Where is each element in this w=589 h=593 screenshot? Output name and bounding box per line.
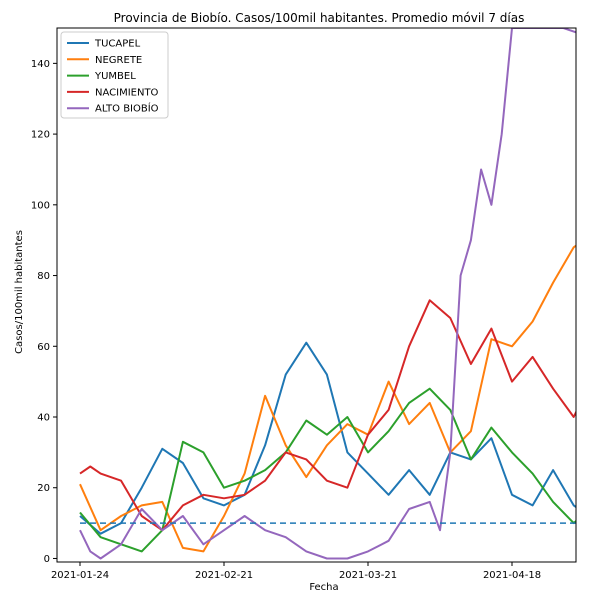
legend-box [60, 31, 169, 119]
y-tick-label: 80 [37, 271, 50, 282]
series-line-alto-biob-o [79, 28, 576, 560]
y-tick-label: 140 [31, 59, 50, 70]
series-line-tucapel [79, 341, 576, 535]
chart-title: Provincia de Biobío. Casos/100mil habita… [114, 11, 525, 25]
legend-label: ALTO BIOBÍO [95, 102, 159, 115]
x-tick-label: 2021-04-18 [483, 570, 541, 581]
y-tick-label: 0 [44, 554, 50, 565]
legend-label: NEGRETE [95, 55, 142, 66]
legend-label: YUMBEL [94, 71, 136, 82]
legend-label: TUCAPEL [94, 39, 141, 50]
y-tick-label: 20 [37, 483, 50, 494]
y-axis-title: Casos/100mil habitantes [14, 230, 25, 354]
x-axis-title: Fecha [309, 582, 338, 593]
y-tick-label: 40 [37, 413, 50, 424]
series-line-nacimiento [79, 299, 576, 532]
x-tick-label: 2021-03-21 [339, 570, 397, 581]
plot-area: 0 20 40 60 80 100 120 140 2021-01-24 2021-02-21 20… [31, 27, 577, 581]
y-tick-label: 60 [37, 342, 50, 353]
x-tick-label: 2021-01-24 [51, 570, 109, 581]
legend-label: NACIMIENTO [95, 87, 159, 98]
series-line-yumbel [79, 387, 576, 553]
series-line-negrete [79, 244, 576, 553]
plot-frame [56, 27, 577, 563]
x-tick-label: 2021-02-21 [195, 570, 253, 581]
legend: TUCAPEL NEGRETE YUMBEL NACIMIENTO ALTO BIOBÍ… [60, 31, 169, 119]
series-lines [79, 28, 576, 560]
y-tick-label: 100 [31, 200, 50, 211]
y-tick-label: 120 [31, 130, 50, 141]
